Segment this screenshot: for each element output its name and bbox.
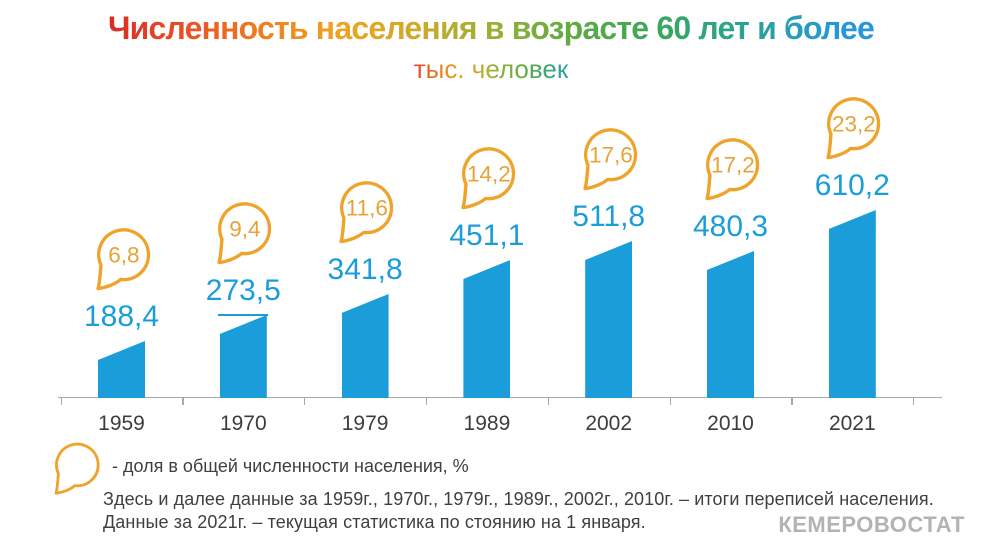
percent-bubble-value: 11,6 — [346, 195, 388, 220]
x-axis-year-label: 2002 — [585, 412, 633, 435]
x-axis-year-label: 2010 — [707, 412, 754, 435]
x-axis-tick — [791, 398, 793, 405]
bar — [707, 251, 754, 398]
bar-value-label: 480,3 — [692, 210, 769, 243]
x-axis-year-label: 1989 — [463, 412, 511, 435]
footnote-line-1: Здесь и далее данные за 1959г., 1970г., … — [103, 489, 934, 509]
percent-bubble: 9,4 — [212, 200, 274, 266]
footnote-line-2: Данные за 2021г. – текущая статистика по… — [103, 512, 646, 532]
percent-bubble: 17,6 — [578, 126, 640, 192]
speech-bubble-icon — [54, 442, 100, 495]
chart-subtitle: тыс. человек — [413, 54, 569, 84]
bar — [463, 260, 511, 398]
percent-bubble-value: 17,6 — [589, 142, 633, 167]
percent-bubble-icon: 9,4 — [217, 202, 272, 265]
percent-bubble: 11,6 — [334, 179, 396, 245]
subtitle-row: тыс. человек — [0, 54, 982, 84]
x-axis-tick — [304, 398, 306, 405]
percent-bubble-icon: 23,2 — [826, 97, 881, 160]
bar-value-label: 273,5 — [205, 274, 281, 307]
x-axis-year-label: 1959 — [98, 412, 145, 435]
x-axis-tick — [182, 398, 184, 405]
x-axis-tick — [60, 398, 62, 405]
percent-bubble-value: 23,2 — [832, 111, 876, 136]
percent-bubble-icon: 6,8 — [95, 228, 150, 291]
chart-title: Численность населения в возрасте 60 лет … — [107, 10, 875, 46]
percent-bubble-icon: 17,2 — [704, 138, 759, 201]
percent-bubble-icon: 11,6 — [339, 181, 394, 244]
x-axis-tick — [547, 398, 549, 405]
percent-bubble-value: 14,2 — [467, 161, 511, 186]
x-axis-tick — [913, 398, 915, 405]
bar-value-label: 188,4 — [83, 300, 160, 333]
value-underline — [218, 314, 269, 316]
bar-value-label: 511,8 — [572, 200, 646, 233]
percent-bubble: 17,2 — [700, 136, 762, 202]
percent-bubble-value: 9,4 — [230, 216, 261, 241]
percent-bubble: 6,8 — [91, 226, 153, 292]
bar — [98, 341, 145, 398]
bar — [219, 315, 267, 398]
title-row: Численность населения в возрасте 60 лет … — [0, 8, 982, 48]
x-axis-tick — [669, 398, 671, 405]
x-axis-year-label: 2021 — [828, 412, 876, 435]
watermark-kemerovostat: КЕМЕРОВОСТАТ — [778, 512, 965, 537]
bar — [585, 241, 633, 398]
legend-label: - доля в общей численности населения, % — [112, 456, 469, 476]
x-axis-year-label: 1979 — [341, 412, 389, 435]
percent-bubble: 23,2 — [821, 95, 883, 161]
percent-bubble-icon: 17,6 — [583, 128, 637, 191]
percent-bubble-value: 17,2 — [710, 152, 754, 177]
x-axis-tick — [426, 398, 428, 405]
bar-value-label: 610,2 — [814, 169, 890, 202]
percent-bubble-value: 6,8 — [108, 242, 139, 267]
percent-bubble: 14,2 — [456, 145, 518, 211]
bar — [828, 210, 876, 398]
legend: - доля в общей численности населения, % — [50, 441, 650, 499]
bar-value-label: 341,8 — [327, 253, 403, 286]
footnotes: Здесь и далее данные за 1959г., 1970г., … — [103, 488, 934, 534]
bar-value-label: 451,1 — [449, 219, 525, 252]
percent-bubble-icon: 14,2 — [461, 147, 516, 210]
x-axis-year-label: 1970 — [219, 412, 267, 435]
bar — [341, 294, 389, 398]
